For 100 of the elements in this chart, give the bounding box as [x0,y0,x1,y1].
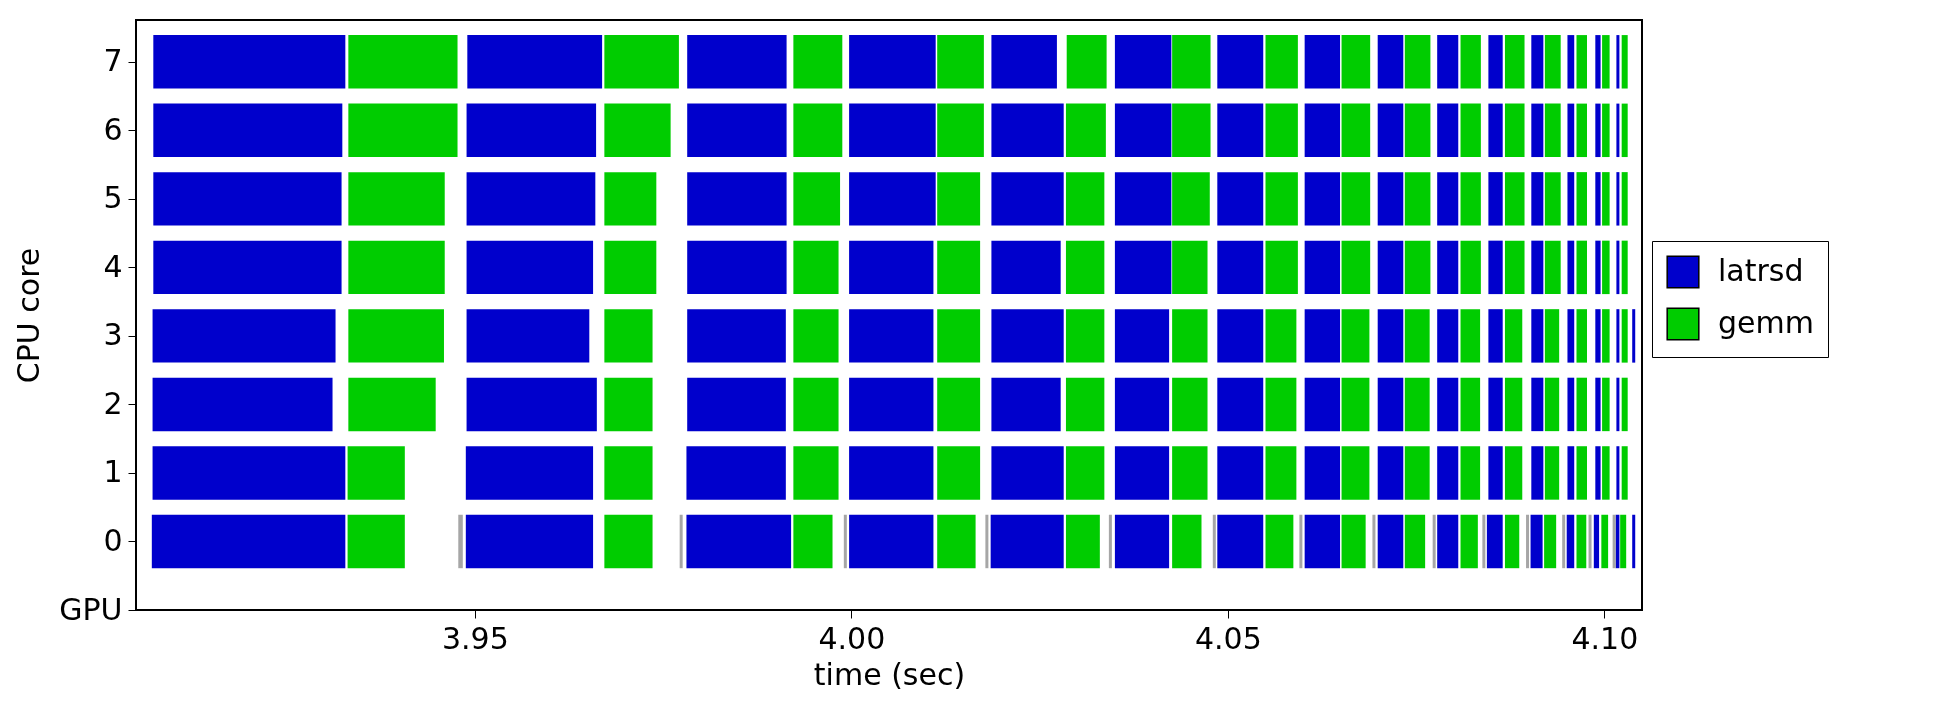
bar [1576,240,1588,295]
bar [1488,240,1503,295]
bar [1602,309,1610,363]
bar [465,514,594,569]
bar [687,172,787,226]
bar [991,446,1064,500]
bar [1304,240,1341,295]
bar [991,377,1061,432]
bar [604,240,657,295]
bar [1265,446,1297,500]
bar [1341,377,1370,432]
x-axis-title: time (sec) [813,656,966,692]
bar [1304,172,1341,226]
bar [1595,240,1601,295]
bar [793,172,841,226]
bar [1341,35,1371,89]
bar [1544,514,1557,569]
y-tick-label: 1 [103,454,123,490]
bar [1616,103,1620,158]
bar [1595,35,1601,89]
bar [1504,103,1525,158]
bar [849,240,934,295]
bar [1488,309,1503,363]
bar [1602,35,1610,89]
bar [604,309,653,363]
bar [843,514,847,569]
bar [152,309,336,363]
bar [937,240,981,295]
bar [1341,240,1371,295]
bar [466,240,594,295]
bar [152,377,333,432]
bar [1304,103,1341,158]
bar [1304,446,1341,500]
bar [1616,172,1620,226]
bar [937,103,984,158]
bar [679,514,683,569]
bar [348,35,458,89]
y-tick-label: 6 [103,111,123,147]
bar [849,514,934,569]
bar [1377,377,1404,432]
bar [1531,240,1544,295]
x-tick-label: 4.00 [818,620,886,656]
bar [1504,240,1525,295]
bar [1114,103,1172,158]
bar [1437,446,1459,500]
text: latrsd [1718,253,1804,288]
bar [604,377,653,432]
bar [1567,446,1575,500]
bar [1404,240,1431,295]
bar [1531,309,1544,363]
bar [1576,172,1588,226]
bar [1621,103,1628,158]
bar [1172,35,1211,89]
bar [1265,514,1294,569]
bar [1217,35,1264,89]
bar [1544,172,1561,226]
bar [1108,514,1112,569]
bar [151,514,346,569]
bar [153,35,346,89]
bar [1567,309,1575,363]
bar [1172,240,1208,295]
bar [1341,172,1371,226]
bar [348,377,436,432]
bar [1460,514,1478,569]
bar [1621,377,1628,432]
bar [1265,103,1298,158]
bar [604,446,653,500]
bar [937,309,981,363]
bar [1616,377,1620,432]
bar [465,446,594,500]
bar [1437,35,1459,89]
bar [347,446,405,500]
bar [1567,240,1575,295]
bar [937,514,976,569]
bar [1460,446,1481,500]
y-axis-title: CPU core [11,247,47,384]
bar [1172,103,1211,158]
bar [1114,35,1172,89]
bar [1588,514,1592,569]
bar [1217,377,1264,432]
y-tick-label: 7 [103,43,123,79]
bar [1544,35,1561,89]
bar [1593,514,1600,569]
bar [1531,35,1544,89]
bar [985,514,989,569]
bar [1616,35,1620,89]
bar [1488,377,1503,432]
bar [686,446,786,500]
bar [1212,514,1216,569]
bar [1612,514,1616,569]
bar [793,103,843,158]
bar [849,377,934,432]
bar [1172,172,1210,226]
bar [1595,309,1601,363]
bar [1504,309,1523,363]
bar [1404,446,1430,500]
bar [1304,377,1341,432]
bar [687,103,787,158]
bar [1217,514,1264,569]
bar [1377,35,1404,89]
